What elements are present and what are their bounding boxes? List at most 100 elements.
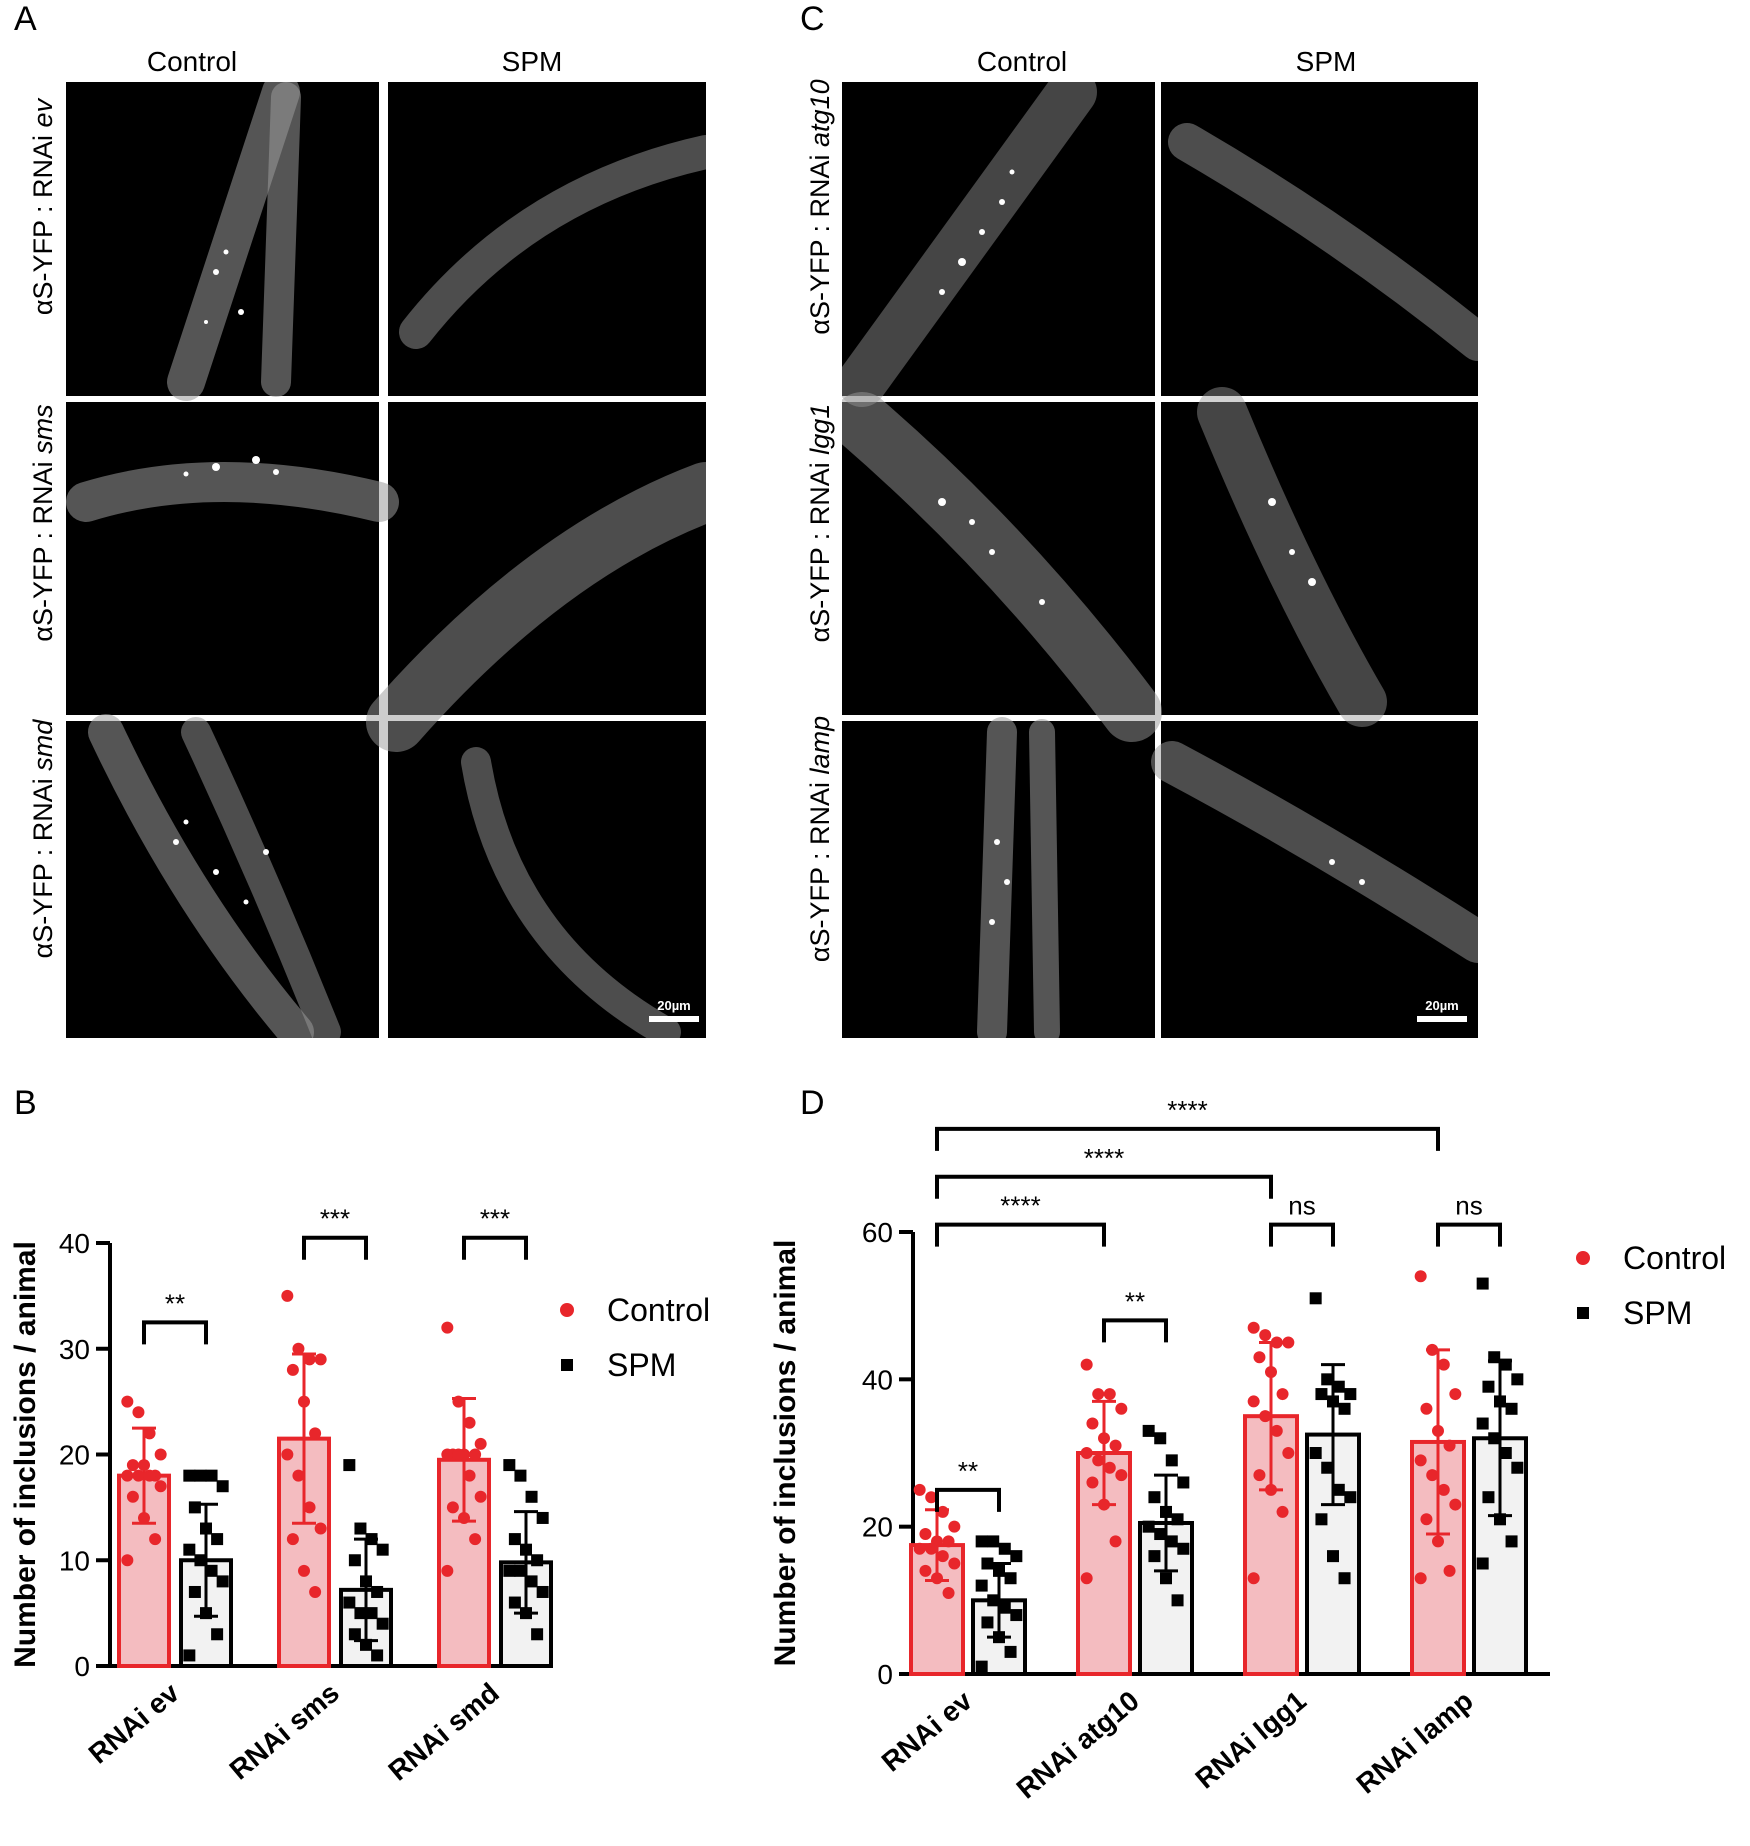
data-point-spm — [514, 1564, 527, 1577]
data-point-control — [1247, 1572, 1260, 1585]
data-point-spm — [998, 1601, 1011, 1614]
data-point-spm — [981, 1557, 994, 1570]
data-point-spm — [1482, 1380, 1495, 1393]
y-axis-label: Number of inclusions / animal — [769, 1240, 802, 1667]
data-point-control — [154, 1448, 167, 1461]
data-point-control — [936, 1505, 949, 1518]
panel-a-col-control: Control — [146, 46, 238, 77]
significance-label: ** — [165, 1288, 185, 1318]
data-point-spm — [975, 1660, 988, 1673]
data-point-spm — [993, 1564, 1005, 1577]
data-point-control — [1270, 1424, 1283, 1437]
data-point-spm — [343, 1596, 356, 1609]
data-point-spm — [1004, 1572, 1017, 1585]
data-point-control — [1086, 1417, 1099, 1430]
data-point-spm — [1476, 1277, 1489, 1290]
data-point-control — [469, 1448, 482, 1461]
data-point-control — [1276, 1505, 1289, 1518]
data-point-control — [446, 1501, 459, 1514]
significance-bracket — [142, 1320, 208, 1345]
data-point-control — [942, 1586, 955, 1599]
panel-a-micrographs: 20µm — [66, 82, 706, 1038]
y-tick-label: 0 — [74, 1651, 90, 1682]
significance-label: *** — [480, 1204, 510, 1234]
data-point-spm — [1505, 1535, 1518, 1548]
significance-bracket — [935, 1126, 1440, 1151]
data-point-spm — [1004, 1645, 1017, 1658]
data-point-control — [1432, 1424, 1444, 1437]
data-point-control — [1109, 1535, 1122, 1548]
legend-label-spm: SPM — [607, 1347, 676, 1383]
data-point-spm — [1171, 1594, 1184, 1607]
data-point-spm — [1154, 1432, 1167, 1445]
data-point-spm — [348, 1628, 361, 1641]
data-point-control — [298, 1564, 310, 1577]
data-point-control — [1259, 1329, 1272, 1342]
data-point-spm — [1488, 1351, 1501, 1364]
legend-label-control: Control — [607, 1292, 710, 1328]
data-point-control — [292, 1469, 305, 1482]
data-point-spm — [354, 1607, 367, 1620]
significance-bracket — [935, 1487, 1001, 1512]
data-point-spm — [183, 1649, 196, 1662]
data-point-control — [281, 1289, 294, 1302]
data-point-spm — [1321, 1461, 1334, 1474]
data-point-control — [948, 1520, 961, 1533]
data-point-spm — [1321, 1373, 1334, 1386]
data-point-spm — [503, 1564, 516, 1577]
panel-a-row-smd-label: αS-YFP : RNAi smd — [28, 719, 58, 959]
data-point-spm — [376, 1543, 389, 1556]
data-point-control — [1265, 1365, 1277, 1378]
y-tick-label: 30 — [59, 1334, 90, 1365]
data-point-control — [1103, 1388, 1116, 1401]
data-point-control — [1253, 1351, 1266, 1364]
data-point-spm — [1494, 1395, 1506, 1408]
data-point-spm — [183, 1543, 196, 1556]
panel-c-row-lgg1-label: αS-YFP : RNAi lgg1 — [805, 403, 835, 643]
data-point-control — [1103, 1461, 1116, 1474]
data-point-spm — [360, 1638, 372, 1651]
data-point-control — [1270, 1336, 1283, 1349]
panel-d-letter: D — [800, 1084, 825, 1122]
significance-bracket — [935, 1222, 1106, 1247]
data-point-spm — [536, 1511, 549, 1524]
data-point-spm — [200, 1522, 212, 1535]
data-point-control — [138, 1459, 150, 1472]
data-point-control — [1432, 1535, 1444, 1548]
data-point-spm — [1148, 1550, 1161, 1563]
data-point-control — [1414, 1454, 1427, 1467]
data-point-control — [1414, 1572, 1427, 1585]
data-point-control — [303, 1353, 316, 1366]
significance-bracket — [462, 1235, 528, 1260]
data-point-control — [948, 1557, 961, 1570]
data-point-control — [303, 1501, 316, 1514]
data-point-control — [1420, 1402, 1433, 1415]
data-point-spm — [1309, 1292, 1322, 1305]
data-point-control — [913, 1542, 926, 1555]
data-point-control — [286, 1363, 299, 1376]
y-axis-label: Number of inclusions / animal — [9, 1241, 42, 1668]
data-point-spm — [1177, 1542, 1190, 1555]
significance-bracket — [302, 1235, 368, 1260]
data-point-spm — [216, 1575, 229, 1588]
data-point-control — [1426, 1343, 1439, 1356]
x-category-label: RNAi ev — [83, 1677, 186, 1770]
data-point-spm — [365, 1533, 378, 1546]
panel-c-col-spm: SPM — [1295, 46, 1357, 77]
data-point-spm — [200, 1607, 212, 1620]
data-point-spm — [1327, 1395, 1339, 1408]
data-point-spm — [376, 1617, 389, 1630]
data-point-spm — [1494, 1513, 1506, 1526]
data-point-spm — [1165, 1454, 1178, 1467]
data-point-spm — [188, 1501, 201, 1514]
data-point-control — [143, 1427, 156, 1440]
data-point-spm — [1482, 1491, 1495, 1504]
data-point-spm — [1309, 1447, 1322, 1459]
legend-label-spm: SPM — [1623, 1295, 1692, 1331]
data-point-control — [143, 1469, 156, 1482]
data-point-spm — [211, 1628, 224, 1641]
data-point-spm — [1142, 1424, 1155, 1437]
data-point-control — [452, 1395, 465, 1408]
chart-b: 0 10 20 30 40 Number of inclusions / animal RN… — [9, 1204, 710, 1787]
data-point-spm — [1148, 1491, 1161, 1504]
